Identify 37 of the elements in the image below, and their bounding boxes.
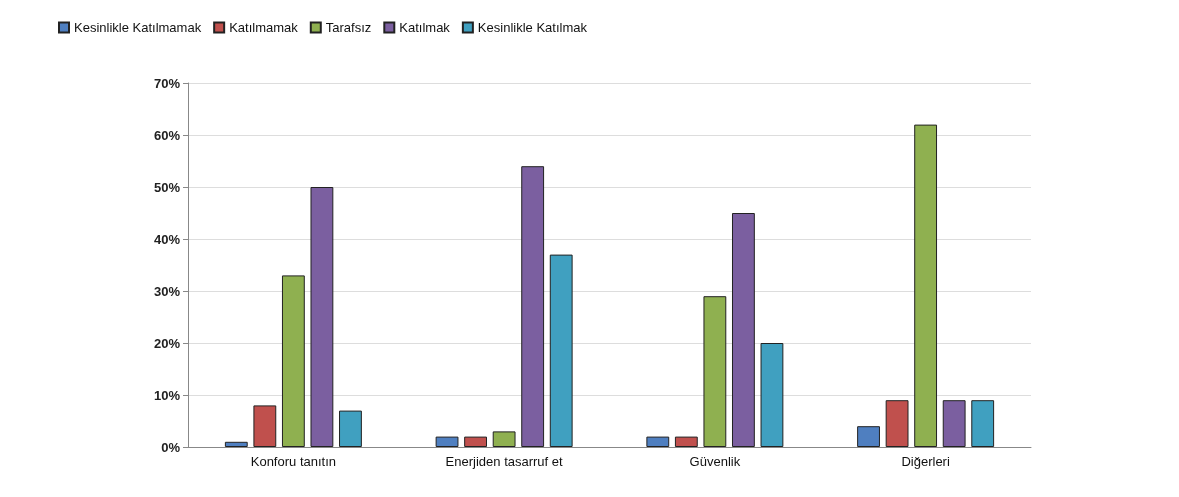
y-tick-label: 60%: [153, 127, 181, 143]
bar: [281, 275, 305, 447]
legend-label: Tarafsız: [325, 20, 372, 35]
bar: [674, 436, 698, 447]
bar: [310, 187, 334, 447]
y-tick-label: 30%: [153, 283, 181, 299]
bar: [646, 436, 670, 447]
bar: [857, 426, 880, 447]
x-tick-label: Güvenlik: [689, 454, 741, 469]
y-tick-label: 10%: [153, 387, 181, 403]
y-tick-label: 50%: [153, 179, 181, 195]
y-tick-label: 40%: [153, 231, 181, 247]
bar: [492, 431, 516, 447]
legend-label: Katılmak: [399, 20, 451, 35]
x-tick-label: Diğerleri: [901, 454, 950, 469]
bar: [732, 213, 755, 447]
bar: [885, 400, 909, 447]
bar: [339, 410, 362, 447]
legend-label: Kesinlikle Katılmamak: [74, 20, 202, 35]
legend-label: Kesinlikle Katılmak: [477, 20, 588, 35]
bar: [914, 124, 938, 447]
bar: [253, 405, 277, 447]
legend-label: Katılmamak: [229, 20, 299, 35]
bar: [703, 296, 727, 447]
x-tick-label: Konforu tanıtın: [250, 454, 337, 469]
x-tick-label: Enerjiden tasarruf et: [445, 454, 564, 469]
bar: [521, 166, 545, 447]
y-tick-label: 70%: [153, 75, 181, 91]
bar: [760, 343, 784, 447]
bar: [942, 400, 966, 447]
y-tick-label: 20%: [153, 335, 181, 351]
y-tick-label: 0%: [161, 439, 181, 455]
bar: [549, 254, 573, 447]
bar: [435, 436, 459, 447]
bar: [971, 400, 995, 447]
bar: [224, 441, 248, 447]
bar: [464, 436, 487, 447]
